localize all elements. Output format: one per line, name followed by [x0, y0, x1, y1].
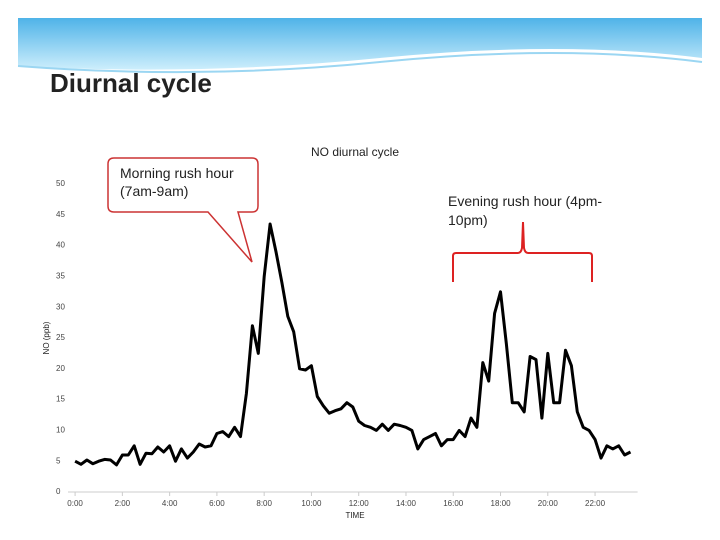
header-wave — [17, 52, 703, 74]
callout-text: Morning rush hour (7am-9am) — [120, 165, 234, 199]
x-tick-label: 0:00 — [67, 499, 83, 508]
y-tick-label: 15 — [56, 395, 65, 404]
y-tick-label: 35 — [56, 272, 65, 281]
evening-bracket — [452, 221, 593, 282]
data-line — [74, 222, 632, 467]
y-tick-label: 0 — [56, 487, 61, 496]
callout-bubble — [107, 157, 259, 263]
slide-title: Diurnal cycle — [50, 68, 212, 98]
x-tick-label: 8:00 — [256, 499, 272, 508]
header-band — [18, 18, 702, 70]
evening-box: Evening rush hour (4pm-10pm) — [448, 193, 603, 228]
x-tick-label: 12:00 — [349, 499, 370, 508]
x-axis-label: TIME — [345, 511, 364, 520]
x-tick-label: 4:00 — [162, 499, 178, 508]
y-tick-label: 30 — [56, 302, 65, 311]
y-tick-label: 50 — [56, 179, 65, 188]
x-tick-label: 18:00 — [491, 499, 512, 508]
x-tick-label: 22:00 — [585, 499, 606, 508]
x-tick-label: 16:00 — [443, 499, 464, 508]
x-tick-label: 14:00 — [396, 499, 417, 508]
y-axis-label: NO (ppb) — [42, 321, 51, 354]
y-tick-label: 45 — [56, 210, 65, 219]
callout-box: Morning rush hour (7am-9am) — [120, 165, 234, 199]
y-tick-label: 40 — [56, 241, 65, 250]
evening-text: Evening rush hour (4pm-10pm) — [448, 193, 603, 228]
x-tick-label: 10:00 — [301, 499, 322, 508]
x-tick-label: 2:00 — [115, 499, 131, 508]
y-tick-label: 10 — [56, 426, 65, 435]
x-tick-label: 20:00 — [538, 499, 559, 508]
chart-title: NO diurnal cycle — [311, 145, 399, 159]
x-tick-label: 6:00 — [209, 499, 225, 508]
y-tick-label: 5 — [56, 456, 61, 465]
y-tick-label: 25 — [56, 333, 65, 342]
y-tick-label: 20 — [56, 364, 65, 373]
